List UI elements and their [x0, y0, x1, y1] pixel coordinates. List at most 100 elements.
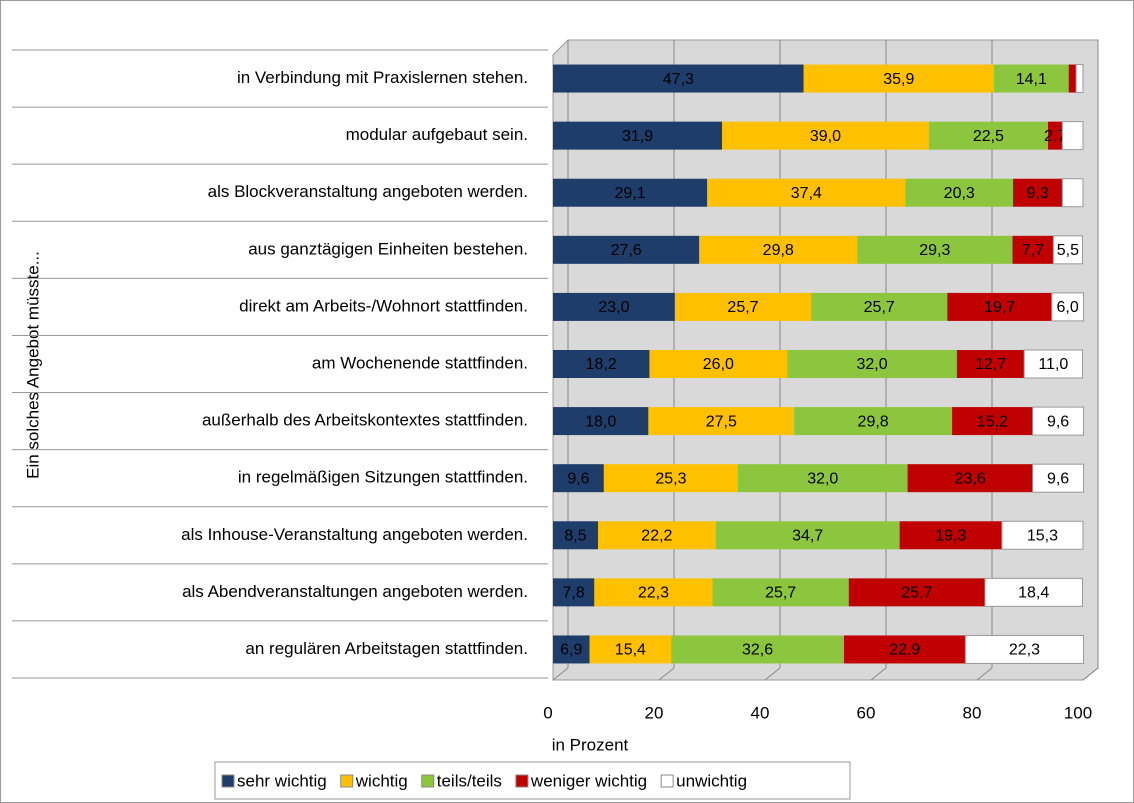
x-tick-label: 100: [1064, 703, 1092, 722]
value-label: 29,3: [919, 242, 950, 259]
bar-segment: [947, 292, 1052, 321]
bar-segment: [1061, 178, 1084, 208]
bar-segment: [699, 235, 858, 264]
bar-segment: [589, 635, 672, 664]
bar-segment: [1023, 349, 1083, 379]
grid-foot: [658, 667, 675, 681]
value-label: 9,3: [1027, 185, 1049, 202]
value-label: 2,7: [1044, 128, 1066, 145]
bar-segment: [1051, 292, 1085, 322]
bar-segment: [1032, 463, 1085, 493]
bar-segment: [843, 635, 966, 664]
bar-segment: [1075, 64, 1084, 94]
grid-foot: [552, 667, 569, 681]
bar-segment: [553, 292, 675, 321]
value-label: 32,6: [742, 642, 773, 659]
value-label: 11,0: [1038, 356, 1068, 373]
bar-segment: [648, 407, 795, 436]
bar-segment: [984, 577, 1083, 607]
bar-segment: [1048, 121, 1063, 150]
legend-box: [214, 761, 851, 800]
value-label: 29,1: [615, 185, 646, 202]
value-label: 5,5: [1057, 242, 1079, 259]
value-label: 25,7: [901, 585, 932, 602]
bar-segment: [649, 350, 788, 378]
value-label: 9,6: [1047, 413, 1069, 430]
bar-segment: [553, 464, 604, 493]
bar-segment: [553, 235, 700, 264]
y-tick-label: in Verbindung mit Praxislernen stehen.: [237, 68, 528, 87]
value-label: 19,7: [984, 299, 1015, 316]
value-label: 18,2: [586, 356, 617, 373]
bar-segment: [715, 521, 900, 550]
bar-segment: [1012, 235, 1054, 264]
bar-segment: [811, 292, 948, 321]
x-tick-label: 20: [645, 703, 664, 722]
bar-segment: [553, 521, 599, 550]
bar-segment: [803, 64, 994, 93]
bar-segment: [905, 178, 1014, 207]
bar-segment: [899, 521, 1002, 550]
bar-segment: [794, 407, 953, 436]
x-axis-label: in Prozent: [552, 735, 629, 754]
x-tick-label: 80: [963, 703, 982, 722]
value-label: 29,8: [858, 413, 889, 430]
legend-label: teils/teils: [437, 771, 502, 790]
bar-segment: [1001, 520, 1084, 550]
value-label: 39,0: [810, 128, 841, 145]
bar-segment: [553, 578, 595, 607]
legend-label: weniger wichtig: [530, 771, 647, 790]
y-tick-label: direkt am Arbeits-/Wohnort stattfinden.: [239, 296, 528, 315]
value-label: 25,7: [864, 299, 895, 316]
y-tick-label: in regelmäßigen Sitzungen stattfinden.: [238, 468, 528, 487]
value-label: 15,3: [1027, 527, 1058, 544]
legend-swatch: [221, 774, 235, 788]
value-label: 9,6: [1047, 470, 1069, 487]
bar-segment: [857, 235, 1013, 264]
bar-segment: [1013, 178, 1063, 207]
value-label: 47,3: [663, 71, 694, 88]
bar-segment: [1032, 406, 1085, 436]
value-label: 6,0: [1057, 299, 1079, 316]
bar-segment: [1068, 64, 1077, 93]
value-label: 22,3: [1009, 642, 1040, 659]
bar-segment: [1052, 235, 1083, 265]
bar-segment: [1061, 121, 1084, 151]
bar-segment: [594, 578, 713, 607]
value-label: 18,0: [585, 413, 616, 430]
value-label: 22,3: [638, 585, 669, 602]
y-tick-label: als Inhouse-Veranstaltung angeboten werd…: [181, 525, 528, 544]
value-label: 19,3: [935, 527, 966, 544]
bar-segment: [993, 64, 1069, 93]
value-label: 12,7: [975, 356, 1006, 373]
bar-segment: [674, 292, 812, 321]
legend-swatch: [515, 774, 529, 788]
value-label: 6,9: [560, 642, 582, 659]
y-tick-label: an regulären Arbeitstagen stattfinden.: [245, 639, 528, 658]
y-tick-label: aus ganztägigen Einheiten bestehen.: [248, 239, 528, 258]
y-tick-label: am Wochenende stattfinden.: [312, 353, 528, 372]
value-label: 23,0: [598, 299, 629, 316]
bar-segment: [598, 521, 716, 550]
bar-segment: [848, 578, 985, 607]
value-label: 23,6: [955, 470, 986, 487]
value-label: 18,4: [1018, 585, 1049, 602]
value-label: 37,4: [791, 185, 822, 202]
value-label: 20,3: [944, 185, 975, 202]
grid-foot: [764, 667, 781, 681]
value-label: 22,5: [973, 128, 1004, 145]
y-tick-label: modular aufgebaut sein.: [346, 125, 528, 144]
bar-segment: [553, 407, 649, 436]
value-label: 25,3: [655, 470, 686, 487]
legend-swatch: [421, 774, 435, 788]
bar-segment: [952, 407, 1033, 436]
x-tick-label: 40: [751, 703, 770, 722]
y-axis-label: Ein solches Angebot müsste...: [23, 251, 42, 479]
bar-segment: [671, 635, 844, 664]
value-label: 7,8: [563, 585, 585, 602]
bar-segment: [722, 121, 929, 150]
value-label: 14,1: [1016, 71, 1047, 88]
y-tick-label: als Abendveranstaltungen angeboten werde…: [182, 582, 528, 601]
bar-segment: [553, 64, 804, 93]
value-label: 25,7: [727, 299, 758, 316]
